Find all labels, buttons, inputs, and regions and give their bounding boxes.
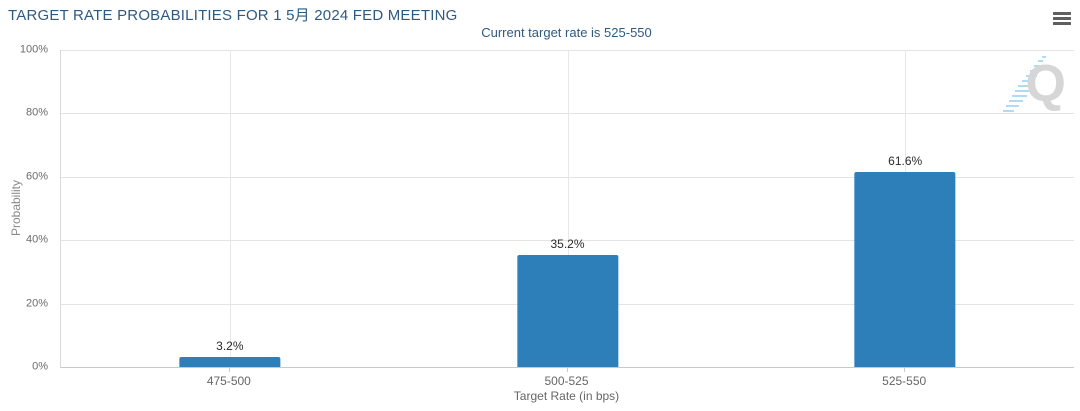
bar-data-label: 3.2% bbox=[216, 338, 244, 353]
plot-area: Q 3.2% 35.2% 61.6% bbox=[60, 50, 1074, 368]
y-tick-label: 60% bbox=[25, 170, 48, 183]
chart-subtitle: Current target rate is 525-550 bbox=[481, 25, 652, 40]
probability-bar[interactable] bbox=[516, 255, 619, 367]
y-tick-label: 0% bbox=[32, 360, 48, 373]
vertical-gridline bbox=[567, 50, 569, 367]
category-column: 35.2% bbox=[399, 50, 737, 367]
chart-title: TARGET RATE PROBABILITIES FOR 1 5月 2024 … bbox=[8, 7, 458, 24]
y-tick-label: 40% bbox=[25, 233, 48, 246]
x-tick: 525-550 bbox=[735, 367, 1073, 390]
x-tick-mark bbox=[228, 367, 230, 372]
x-tick-mark bbox=[904, 367, 906, 372]
bar-data-label: 35.2% bbox=[550, 237, 585, 252]
watermark-swoosh-icon bbox=[1003, 56, 1046, 112]
watermark-letter: Q bbox=[1025, 55, 1066, 113]
vertical-gridline bbox=[229, 50, 231, 367]
bar-data-label: 61.6% bbox=[888, 153, 923, 168]
category-columns: 3.2% 35.2% 61.6% bbox=[61, 50, 1074, 367]
x-tick: 500-525 bbox=[398, 367, 736, 390]
x-tick: 475-500 bbox=[60, 367, 398, 390]
y-axis-tick-labels: 0% 20% 40% 60% 80% 100% bbox=[0, 44, 54, 372]
probability-bar[interactable] bbox=[854, 171, 956, 367]
x-tick-label: 500-525 bbox=[544, 374, 589, 388]
x-axis-tick-labels: 475-500 500-525 525-550 bbox=[60, 367, 1073, 390]
x-tick-label: 475-500 bbox=[206, 374, 251, 388]
chart-context-menu-button[interactable] bbox=[1050, 8, 1074, 28]
x-tick-mark bbox=[566, 367, 568, 372]
quikstrike-logo-watermark: Q bbox=[1002, 56, 1068, 114]
category-column: 3.2% bbox=[61, 50, 399, 367]
category-column: 61.6% bbox=[736, 50, 1074, 367]
x-axis-title: Target Rate (in bps) bbox=[513, 389, 620, 403]
y-tick-label: 100% bbox=[19, 43, 48, 56]
x-tick-label: 525-550 bbox=[882, 374, 927, 388]
probability-bar[interactable] bbox=[179, 356, 281, 367]
y-tick-label: 20% bbox=[25, 297, 48, 310]
hamburger-menu-icon bbox=[1053, 11, 1071, 25]
y-tick-label: 80% bbox=[25, 106, 48, 119]
